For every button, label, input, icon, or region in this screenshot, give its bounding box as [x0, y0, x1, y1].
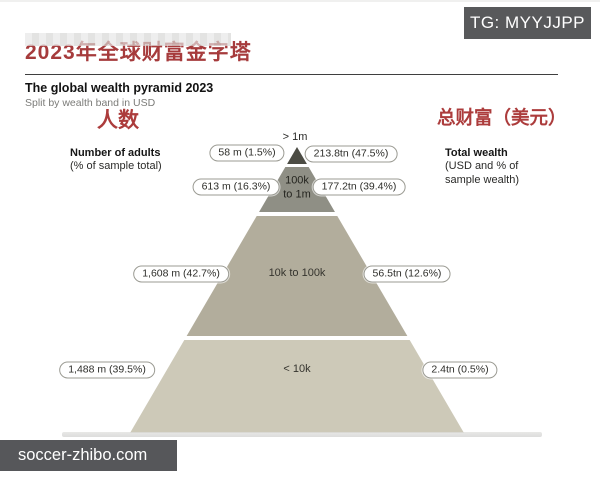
left-axis-label-chinese: 人数: [97, 109, 139, 132]
watermark-telegram-text: TG: MYYJJPP: [469, 13, 586, 32]
wealth-pill-lt-10k: 2.4tn (0.5%): [422, 361, 498, 379]
band-label-100k-1m: 100k to 1m: [283, 174, 311, 200]
band-label-lt-10k: < 10k: [283, 363, 311, 376]
right-column-header: Total wealth (USD and % of sample wealth): [445, 134, 519, 187]
wealth-pill-gt-1m: 213.8tn (47.5%): [304, 145, 398, 163]
watermark-site-text: soccer-zhibo.com: [18, 446, 148, 464]
band-label-10k-100k: 10k to 100k: [268, 267, 326, 280]
band-label-gt-1m: > 1m: [282, 131, 308, 144]
watermark-site-badge: soccer-zhibo.com: [0, 440, 177, 471]
chart-title: The global wealth pyramid 2023: [25, 81, 214, 95]
left-column-title: Number of adults: [70, 147, 161, 160]
header-divider: [25, 74, 558, 75]
pyramid-tier-lt-10k: [130, 340, 464, 433]
page-top-edge: [0, 0, 600, 2]
right-column-title: Total wealth: [445, 147, 508, 160]
adults-pill-10k-100k: 1,608 m (42.7%): [133, 265, 229, 283]
pyramid-base-shadow: [62, 432, 542, 437]
page-title-chinese: 2023年全球财富金字塔: [25, 41, 252, 64]
pyramid-tier-gt-1m: [130, 147, 464, 164]
blur-mosaic-strip: [25, 33, 231, 46]
wealth-pill-10k-100k: 56.5tn (12.6%): [363, 265, 451, 283]
adults-pill-lt-10k: 1,488 m (39.5%): [59, 361, 155, 379]
left-column-subtitle: (% of sample total): [70, 160, 162, 173]
adults-pill-gt-1m: 58 m (1.5%): [209, 144, 285, 162]
adults-pill-100k-1m: 613 m (16.3%): [192, 178, 280, 196]
watermark-telegram-badge: TG: MYYJJPP: [464, 7, 591, 39]
chart-subtitle: Split by wealth band in USD: [25, 97, 156, 109]
left-column-header: Number of adults (% of sample total): [70, 134, 162, 174]
wealth-pill-100k-1m: 177.2tn (39.4%): [312, 178, 406, 196]
right-column-subtitle: (USD and % of sample wealth): [445, 160, 519, 186]
right-axis-label-chinese: 总财富（美元）: [437, 107, 567, 128]
